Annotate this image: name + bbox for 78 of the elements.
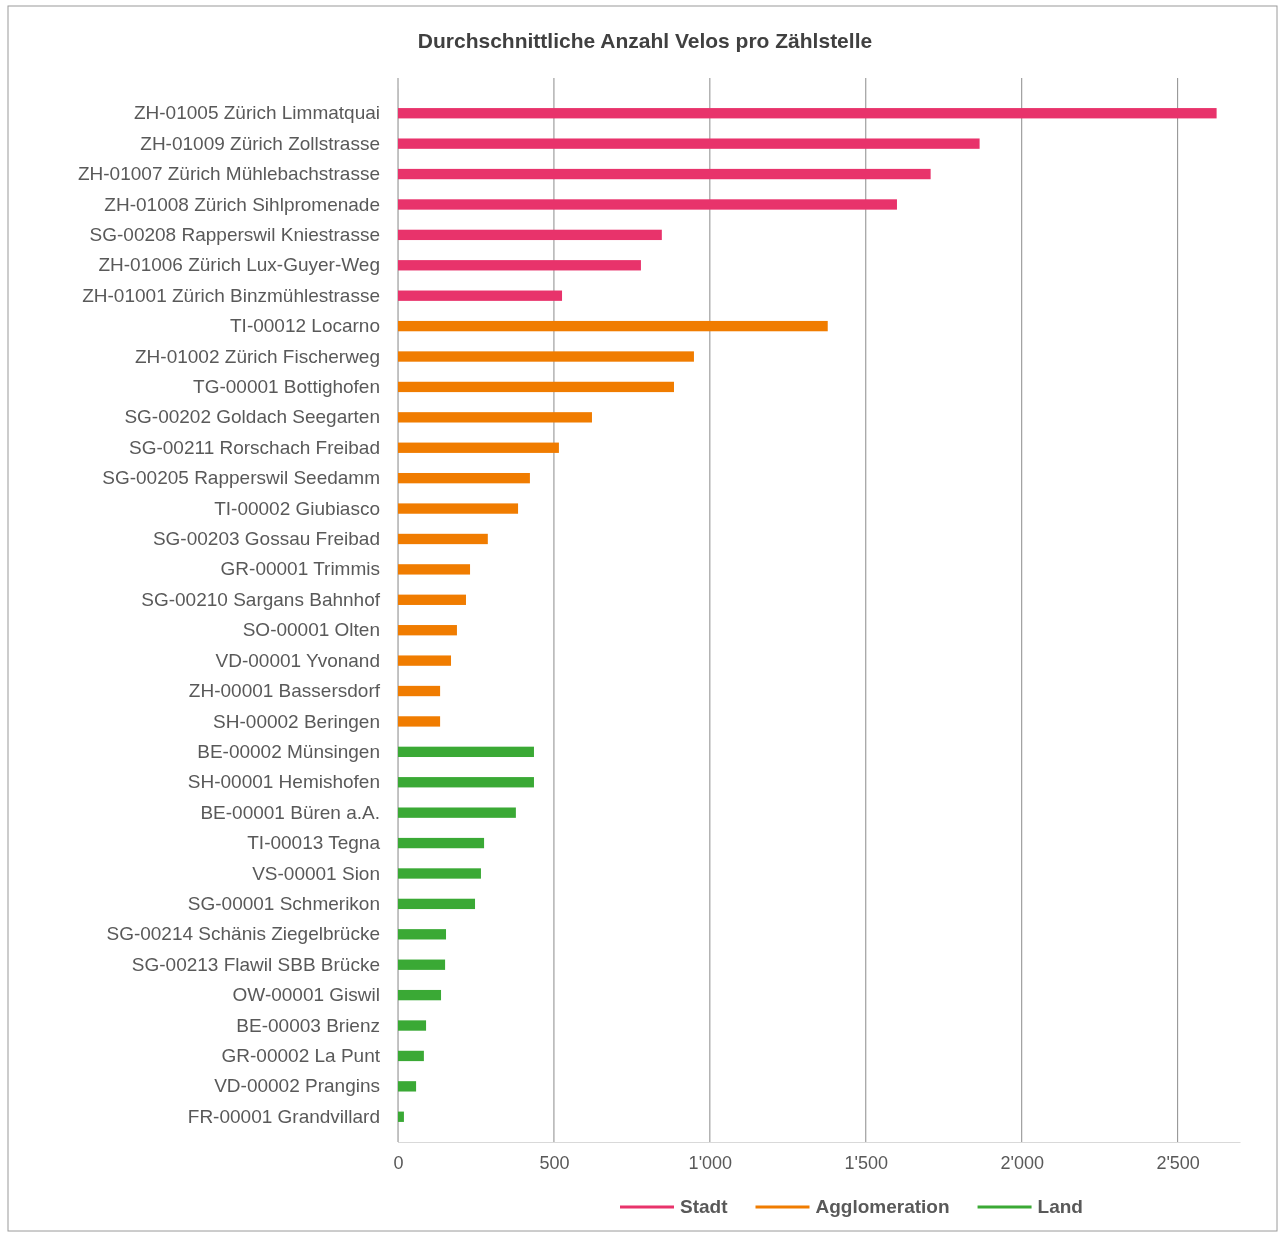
y-tick-label: TG-00001 Bottighofen (193, 376, 380, 398)
bar (398, 199, 897, 210)
y-tick-label: SO-00001 Olten (242, 619, 380, 641)
y-tick-label: ZH-01007 Zürich Mühlebachstrasse (77, 163, 380, 185)
y-tick-label: SG-00214 Schänis Ziegelbrücke (106, 923, 380, 945)
y-tick-label: VD-00002 Prangins (214, 1075, 380, 1097)
y-tick-label: ZH-01002 Zürich Fischerweg (135, 345, 380, 367)
y-tick-label: TI-00002 Giubiasco (214, 497, 380, 519)
x-tick-label: 1'500 (844, 1152, 889, 1173)
y-tick-label: SG-00001 Schmerikon (187, 892, 380, 914)
y-tick-label: ZH-01009 Zürich Zollstrasse (140, 132, 380, 154)
bar (398, 533, 488, 545)
chart-title: Durchschnittliche Anzahl Velos pro Zählstelle (417, 29, 873, 52)
bar (398, 351, 694, 362)
bar (398, 260, 641, 271)
y-tick-label: OW-00001 Giswil (232, 984, 380, 1006)
y-tick-label: ZH-01005 Zürich Limmatquai (133, 102, 380, 124)
bar (398, 412, 592, 423)
x-tick-label: 2'500 (1156, 1152, 1200, 1173)
x-tick-label: 0 (393, 1152, 404, 1173)
bar (398, 716, 441, 727)
x-tick-label: 1'000 (688, 1152, 733, 1173)
bar (398, 898, 476, 910)
y-tick-label: FR-00001 Grandvillard (187, 1105, 380, 1127)
y-tick-label: BE-00002 Münsingen (197, 740, 380, 762)
y-tick-label: SG-00211 Rorschach Freibad (129, 436, 380, 458)
bar (398, 138, 980, 149)
y-tick-label: SG-00203 Gossau Freibad (152, 528, 380, 550)
y-tick-label: GR-00001 Trimmis (220, 558, 380, 580)
bar (398, 959, 446, 970)
bar (398, 807, 516, 818)
y-tick-label: SG-00213 Flawil SBB Brücke (131, 953, 380, 975)
legend-label: Land (1037, 1196, 1083, 1217)
bar (398, 442, 559, 453)
y-tick-label: BE-00001 Büren a.A. (200, 801, 380, 823)
bar (398, 1081, 417, 1092)
bar (398, 625, 457, 636)
y-tick-label: SG-00205 Rapperswil Seedamm (102, 467, 380, 489)
y-tick-label: SH-00001 Hemishofen (187, 771, 380, 793)
x-tick-label: 2'000 (1000, 1152, 1044, 1173)
bar (398, 929, 447, 940)
y-tick-label: ZH-00001 Bassersdorf (188, 680, 381, 702)
bar (398, 503, 519, 514)
bar (398, 777, 534, 788)
bar (398, 564, 471, 575)
y-tick-label: SG-00202 Goldach Seegarten (124, 406, 380, 428)
y-tick-label: ZH-01008 Zürich Sihlpromenade (104, 193, 380, 215)
y-tick-label: VD-00001 Yvonand (215, 649, 380, 671)
bar (398, 168, 931, 180)
bar (398, 989, 442, 1001)
legend-label: Agglomeration (815, 1196, 950, 1217)
bar (398, 472, 530, 484)
y-tick-label: SG-00208 Rapperswil Kniestrasse (89, 223, 380, 245)
bar (398, 381, 674, 393)
y-tick-label: ZH-01006 Zürich Lux-Guyer-Weg (98, 254, 380, 276)
bar (398, 1050, 424, 1062)
bar (398, 1111, 404, 1122)
bar (398, 868, 481, 879)
y-tick-label: ZH-01001 Zürich Binzmühlestrasse (82, 284, 380, 306)
bar (398, 229, 662, 241)
bar (398, 108, 1217, 119)
y-tick-label: SH-00002 Beringen (213, 710, 380, 732)
bar (398, 320, 828, 332)
bar (398, 655, 452, 666)
bar (398, 290, 563, 301)
x-tick-label: 500 (539, 1152, 570, 1173)
y-tick-label: BE-00003 Brienz (236, 1014, 380, 1036)
y-tick-label: VS-00001 Sion (252, 862, 380, 884)
bar (398, 837, 485, 849)
bar (398, 1020, 427, 1031)
bar (398, 594, 466, 605)
legend-label: Stadt (680, 1196, 729, 1217)
bar (398, 746, 534, 758)
y-tick-label: SG-00210 Sargans Bahnhof (141, 588, 381, 610)
bar (398, 685, 441, 697)
y-tick-label: GR-00002 La Punt (221, 1045, 381, 1067)
y-tick-label: TI-00013 Tegna (247, 832, 381, 854)
y-tick-label: TI-00012 Locarno (230, 315, 380, 337)
